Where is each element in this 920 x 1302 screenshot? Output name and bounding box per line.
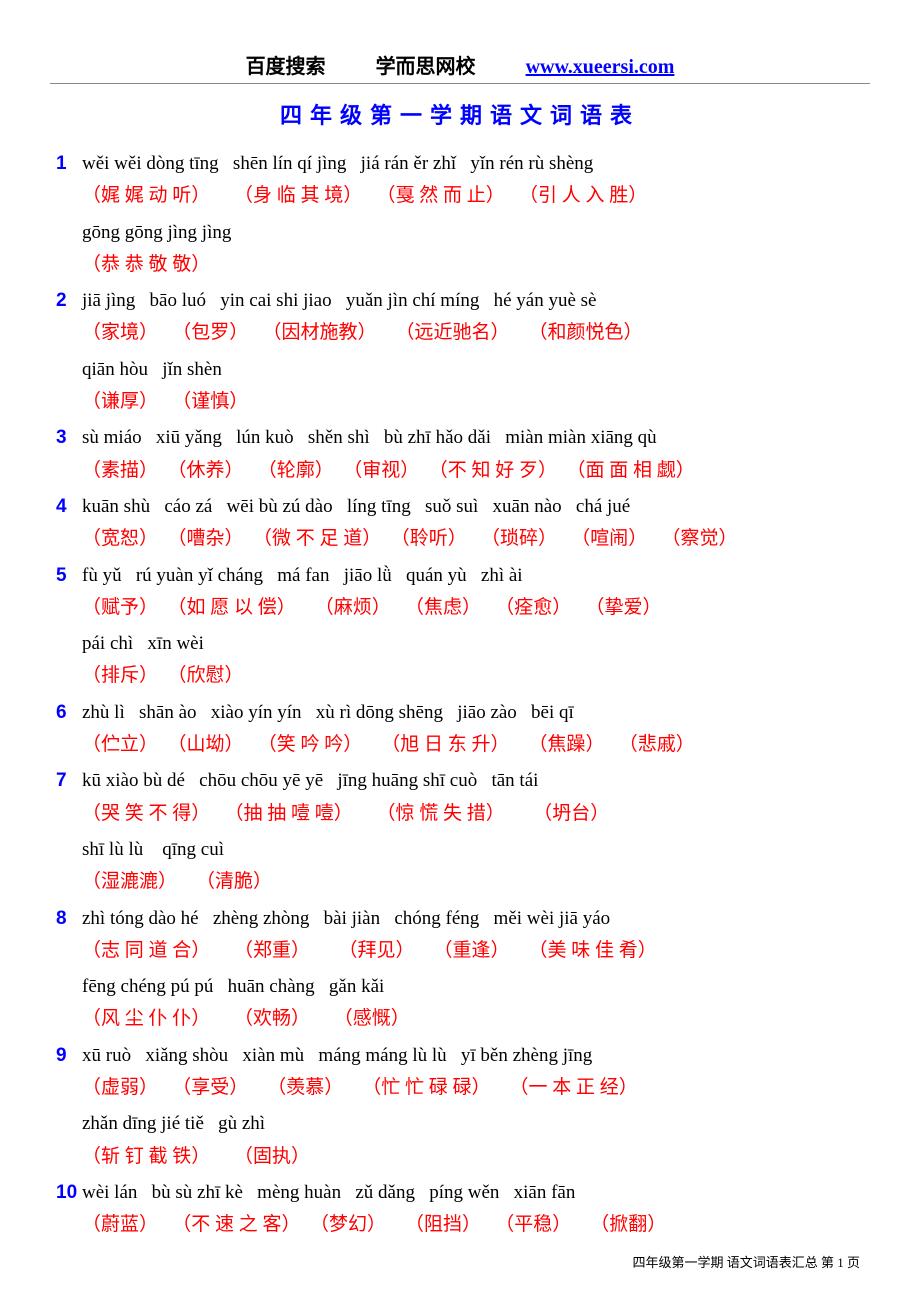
pinyin-text: zhì tóng dào hé zhèng zhòng bài jiàn chó… [82,908,610,929]
pinyin-line: 8zhì tóng dào hé zhèng zhòng bài jiàn ch… [50,903,870,935]
pinyin-line: 2jiā jìng bāo luó yin cai shi jiao yuǎn … [50,285,870,317]
hanzi-line: （赋予） （如 愿 以 偿） （麻烦） （焦虑） （痊愈） （挚爱） [50,592,870,624]
pinyin-text: wěi wěi dòng tīng shēn lín qí jìng jiá r… [82,153,593,174]
page-header: 百度搜索 学而思网校 www.xueersi.com [50,50,870,79]
pinyin-line: 5fù yǔ rú yuàn yǐ cháng má fan jiāo lǜ q… [50,560,870,592]
pinyin-text: kū xiào bù dé chōu chōu yē yē jīng huāng… [82,770,538,791]
pinyin-text: zhù lì shān ào xiào yín yín xù rì dōng s… [82,702,574,723]
hanzi-line: （伫立） （山坳） （笑 吟 吟） （旭 日 东 升） （焦躁） （悲戚） [50,729,870,761]
pinyin-line: gōng gōng jìng jìng [50,217,870,249]
hanzi-line: （家境） （包罗） （因材施教） （远近驰名） （和颜悦色） [50,317,870,349]
hanzi-line: （虚弱） （享受） （羡慕） （忙 忙 碌 碌） （一 本 正 经） [50,1072,870,1104]
pinyin-line: pái chì xīn wèi [50,628,870,660]
vocabulary-list: 1wěi wěi dòng tīng shēn lín qí jìng jiá … [50,148,870,1242]
pinyin-line: fēng chéng pú pú huān chàng gǎn kǎi [50,971,870,1003]
header-left: 百度搜索 [246,56,326,78]
document-page: 百度搜索 学而思网校 www.xueersi.com 四年级第一学期语文词语表 … [0,0,920,1301]
pinyin-line: 9xū ruò xiǎng shòu xiàn mù máng máng lù … [50,1040,870,1072]
pinyin-line: qiān hòu jǐn shèn [50,354,870,386]
hanzi-line: （志 同 道 合） （郑重） （拜见） （重逢） （美 味 佳 肴） [50,935,870,967]
entry-number: 2 [56,285,82,317]
pinyin-line: 10wèi lán bù sù zhī kè mèng huàn zǔ dǎng… [50,1177,870,1209]
page-footer: 四年级第一学期 语文词语表汇总 第 1 页 [50,1252,870,1271]
entry-number: 5 [56,560,82,592]
entry-number: 3 [56,422,82,454]
pinyin-text: fù yǔ rú yuàn yǐ cháng má fan jiāo lǜ qu… [82,565,523,586]
page-title: 四年级第一学期语文词语表 [50,98,870,130]
entry-number: 7 [56,765,82,797]
entry-number: 6 [56,697,82,729]
header-divider [50,83,870,84]
hanzi-line: （湿漉漉） （清脆） [50,866,870,898]
entry-number: 1 [56,148,82,180]
pinyin-text: kuān shù cáo zá wēi bù zú dào líng tīng … [82,496,630,517]
hanzi-line: （素描） （休养） （轮廓） （审视） （不 知 好 歹） （面 面 相 觑） [50,455,870,487]
pinyin-line: 6zhù lì shān ào xiào yín yín xù rì dōng … [50,697,870,729]
pinyin-text: sù miáo xiū yǎng lún kuò shěn shì bù zhī… [82,427,657,448]
entry-number: 4 [56,491,82,523]
header-link[interactable]: www.xueersi.com [526,56,675,78]
hanzi-line: （蔚蓝） （不 速 之 客） （梦幻） （阻挡） （平稳） （掀翻） [50,1209,870,1241]
pinyin-text: xū ruò xiǎng shòu xiàn mù máng máng lù l… [82,1045,592,1066]
pinyin-line: 7kū xiào bù dé chōu chōu yē yē jīng huān… [50,765,870,797]
hanzi-line: （娓 娓 动 听） （身 临 其 境） （戛 然 而 止） （引 人 入 胜） [50,180,870,212]
hanzi-line: （斩 钉 截 铁） （固执） [50,1141,870,1173]
hanzi-line: （排斥） （欣慰） [50,660,870,692]
hanzi-line: （谦厚） （谨慎） [50,386,870,418]
header-mid: 学而思网校 [376,56,476,78]
pinyin-text: wèi lán bù sù zhī kè mèng huàn zǔ dǎng p… [82,1182,575,1203]
pinyin-line: 1wěi wěi dòng tīng shēn lín qí jìng jiá … [50,148,870,180]
entry-number: 9 [56,1040,82,1072]
pinyin-text: jiā jìng bāo luó yin cai shi jiao yuǎn j… [82,290,596,311]
hanzi-line: （宽恕） （嘈杂） （微 不 足 道） （聆听） （琐碎） （喧闹） （察觉） [50,523,870,555]
pinyin-line: 3sù miáo xiū yǎng lún kuò shěn shì bù zh… [50,422,870,454]
hanzi-line: （风 尘 仆 仆） （欢畅） （感慨） [50,1003,870,1035]
hanzi-line: （哭 笑 不 得） （抽 抽 噎 噎） （惊 慌 失 措） （坍台） [50,798,870,830]
pinyin-line: zhǎn dīng jié tiě gù zhì [50,1108,870,1140]
entry-number: 10 [56,1177,82,1209]
pinyin-line: 4kuān shù cáo zá wēi bù zú dào líng tīng… [50,491,870,523]
pinyin-line: shī lù lù qīng cuì [50,834,870,866]
entry-number: 8 [56,903,82,935]
hanzi-line: （恭 恭 敬 敬） [50,249,870,281]
